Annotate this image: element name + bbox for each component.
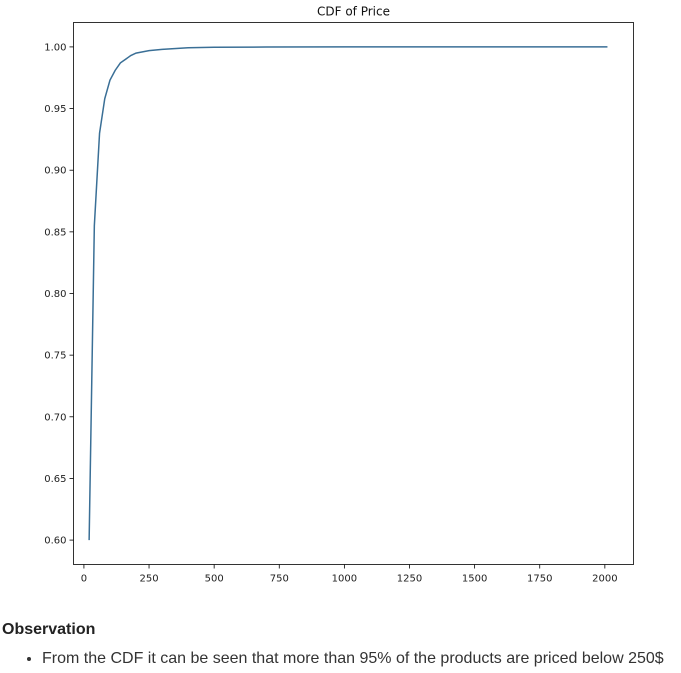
observation-list: From the CDF it can be seen that more th… bbox=[0, 650, 664, 668]
y-tick-label: 0.65 bbox=[44, 474, 66, 485]
y-tick-label: 0.70 bbox=[44, 412, 66, 423]
y-tick-label: 0.60 bbox=[44, 536, 66, 547]
y-tick-label: 0.90 bbox=[44, 166, 66, 177]
observation-heading: Observation bbox=[2, 621, 96, 638]
y-tick-label: 0.80 bbox=[44, 289, 66, 300]
plot-area bbox=[73, 22, 634, 565]
x-tick-label: 1750 bbox=[527, 574, 552, 585]
x-axis: 0 250 500 750 1000 1250 1500 1750 2000 bbox=[81, 564, 618, 585]
x-tick-label: 1000 bbox=[332, 574, 357, 585]
y-axis: 0.60 0.65 0.70 0.75 0.80 0.85 0.90 0.95 1.00 bbox=[44, 42, 74, 547]
x-tick-label: 1500 bbox=[462, 574, 487, 585]
y-tick-label: 0.75 bbox=[44, 351, 66, 362]
x-tick-label: 750 bbox=[270, 574, 289, 585]
x-tick-label: 500 bbox=[205, 574, 224, 585]
x-tick-label: 0 bbox=[81, 574, 87, 585]
chart-svg: CDF of Price 0 250 500 750 1000 1250 1500 1750 2… bbox=[44, 5, 634, 585]
x-tick-label: 1250 bbox=[397, 574, 422, 585]
chart-title: CDF of Price bbox=[317, 5, 390, 19]
x-tick-label: 250 bbox=[139, 574, 158, 585]
y-tick-label: 0.85 bbox=[44, 227, 66, 238]
observation-item: From the CDF it can be seen that more th… bbox=[42, 650, 664, 668]
series-line-cdf bbox=[88, 46, 608, 541]
x-tick-label: 2000 bbox=[592, 574, 617, 585]
y-tick-label: 0.95 bbox=[44, 104, 66, 115]
cdf-chart: CDF of Price 0 250 500 750 1000 1250 1500 1750 2… bbox=[44, 5, 634, 585]
y-tick-label: 1.00 bbox=[44, 42, 66, 53]
